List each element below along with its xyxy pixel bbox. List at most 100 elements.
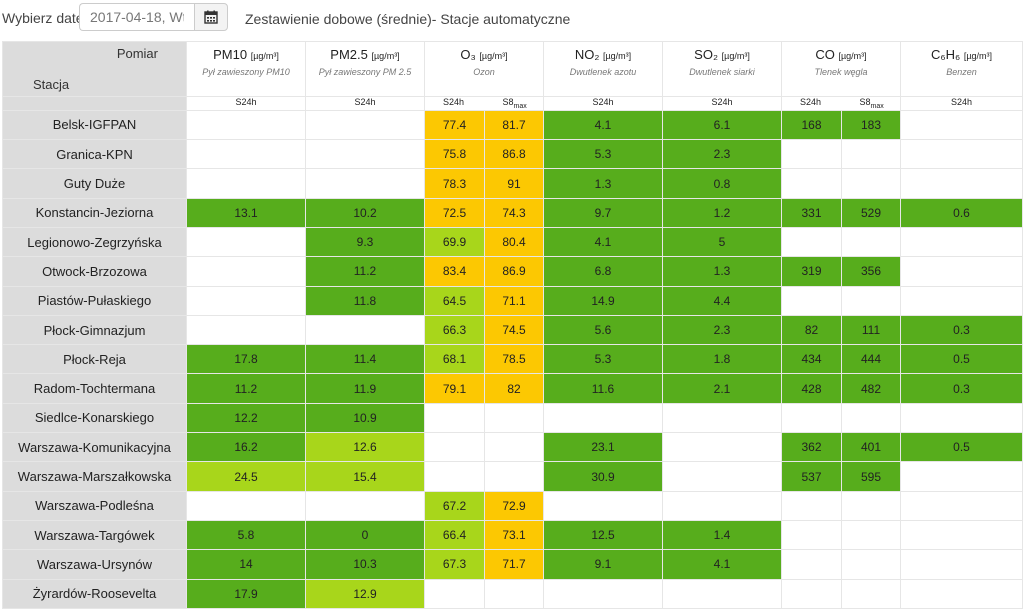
measurement-cell: 72.9 [484, 490, 544, 521]
measurement-cell: 78.3 [424, 168, 485, 199]
measurement-cell: 183 [841, 109, 901, 141]
measurement-cell: 67.2 [424, 490, 485, 521]
measurement-cell: 4.1 [543, 109, 663, 141]
pollutant-header: PM2.5 [µg/m³] Pył zawieszony PM 2.5 [305, 41, 425, 97]
pollutant-header: NO₂ [µg/m³] Dwutlenek azotu [543, 41, 663, 97]
table-row: Warszawa-Marszałkowska 24.5 15.4 30.9 537 595 [2, 461, 1023, 492]
measurement-cell [186, 168, 306, 199]
station-name: Siedlce-Konarskiego [2, 402, 187, 434]
measurement-cell: 15.4 [305, 461, 425, 492]
measurement-cell: 30.9 [543, 461, 663, 492]
pollutant-header: CO [µg/m³] Tlenek węgla [781, 41, 901, 97]
measurement-cell [305, 139, 425, 170]
subheader-row: S24h S24h S24h S8max S24h S24h S24h S8max S24h [2, 96, 1023, 111]
measurement-cell [781, 549, 842, 580]
averaging-period-header: S8max [841, 96, 901, 111]
measurement-cell: 10.2 [305, 197, 425, 228]
measurement-cell: 0.5 [900, 432, 1023, 463]
measurement-cell [305, 109, 425, 141]
measurement-cell: 168 [781, 109, 842, 141]
measurement-cell [841, 139, 901, 170]
pollutant-name: PM10 [213, 47, 248, 62]
measurement-cell: 72.5 [424, 197, 485, 228]
measurement-cell [900, 226, 1023, 258]
averaging-period-header: S24h [424, 96, 485, 111]
table-row: Warszawa-Ursynów 14 10.3 67.3 71.7 9.1 4.1 [2, 549, 1023, 580]
measurement-cell: 11.6 [543, 373, 663, 404]
measurement-cell: 434 [781, 344, 842, 375]
measurement-cell: 595 [841, 461, 901, 492]
station-name: Piastów-Pułaskiego [2, 285, 187, 316]
averaging-period-header: S24h [900, 96, 1023, 111]
measurement-cell: 1.4 [662, 519, 782, 551]
station-name: Płock-Gimnazjum [2, 314, 187, 346]
measurement-cell: 75.8 [424, 139, 485, 170]
averaging-period-header: S24h [305, 96, 425, 111]
table-row: Siedlce-Konarskiego 12.2 10.9 [2, 402, 1023, 434]
measurement-cell: 71.7 [484, 549, 544, 580]
measurement-cell [900, 578, 1023, 609]
pollutant-description: Dwutlenek siarki [689, 67, 755, 77]
measurement-cell [841, 168, 901, 199]
measurement-cell: 17.8 [186, 344, 306, 375]
measurement-cell: 0.5 [900, 344, 1023, 375]
date-label: Wybierz datę: [2, 10, 88, 26]
averaging-period-header: S24h [543, 96, 663, 111]
measurement-cell [841, 226, 901, 258]
station-name: Warszawa-Targówek [2, 519, 187, 551]
table-row: Warszawa-Komunikacyjna 16.2 12.6 23.1 362 401… [2, 432, 1023, 463]
averaging-period-header: S24h [781, 96, 842, 111]
pollutant-description: Pył zawieszony PM 2.5 [318, 67, 412, 77]
measurement-cell: 13.1 [186, 197, 306, 228]
calendar-button[interactable] [194, 3, 228, 31]
pollutant-header: PM10 [µg/m³] Pył zawieszony PM10 [186, 41, 306, 97]
measurement-cell: 6.1 [662, 109, 782, 141]
measurement-cell: 6.8 [543, 256, 663, 287]
measurement-cell [841, 578, 901, 609]
table-row: Radom-Tochtermana 11.2 11.9 79.1 82 11.6 2.1 42… [2, 373, 1023, 404]
measurement-cell: 1.2 [662, 197, 782, 228]
calendar-icon [204, 10, 218, 24]
measurement-cell: 9.1 [543, 549, 663, 580]
measurement-cell: 82 [781, 314, 842, 346]
station-name: Warszawa-Marszałkowska [2, 461, 187, 492]
measurement-cell [186, 226, 306, 258]
measurement-cell: 537 [781, 461, 842, 492]
measurement-cell: 78.5 [484, 344, 544, 375]
pollutant-name: CO [815, 47, 835, 62]
pollutant-unit: [µg/m³] [371, 51, 400, 61]
measurement-cell: 83.4 [424, 256, 485, 287]
measurement-cell: 14 [186, 549, 306, 580]
measurement-cell: 529 [841, 197, 901, 228]
date-input[interactable] [79, 3, 194, 31]
station-header: Stacja [33, 77, 70, 92]
measurement-cell [424, 578, 485, 609]
table-row: Żyrardów-Roosevelta 17.9 12.9 [2, 578, 1023, 609]
measurement-cell [662, 490, 782, 521]
measurement-cell [900, 168, 1023, 199]
measurement-cell: 74.3 [484, 197, 544, 228]
measurement-cell [484, 461, 544, 492]
measurement-cell: 73.1 [484, 519, 544, 551]
measurement-cell: 10.3 [305, 549, 425, 580]
pollutant-description: Pył zawieszony PM10 [202, 67, 290, 77]
measurement-cell [424, 432, 485, 463]
measurement-cell: 77.4 [424, 109, 485, 141]
measurement-cell [900, 285, 1023, 316]
measurement-cell: 91 [484, 168, 544, 199]
station-name: Konstancin-Jeziorna [2, 197, 187, 228]
measurement-cell [841, 549, 901, 580]
measurement-cell: 4.4 [662, 285, 782, 316]
measurement-cell [662, 461, 782, 492]
pollutant-unit: [µg/m³] [250, 51, 279, 61]
measurement-cell: 71.1 [484, 285, 544, 316]
measurement-cell: 67.3 [424, 549, 485, 580]
measurement-cell [900, 549, 1023, 580]
measurement-cell [781, 402, 842, 434]
pollutant-description: Dwutlenek azotu [569, 67, 637, 77]
table-row: Otwock-Brzozowa 11.2 83.4 86.9 6.8 1.3 319 356 [2, 256, 1023, 287]
measurement-cell: 5.8 [186, 519, 306, 551]
measurement-cell: 68.1 [424, 344, 485, 375]
measurement-cell: 86.9 [484, 256, 544, 287]
measurement-cell: 82 [484, 373, 544, 404]
